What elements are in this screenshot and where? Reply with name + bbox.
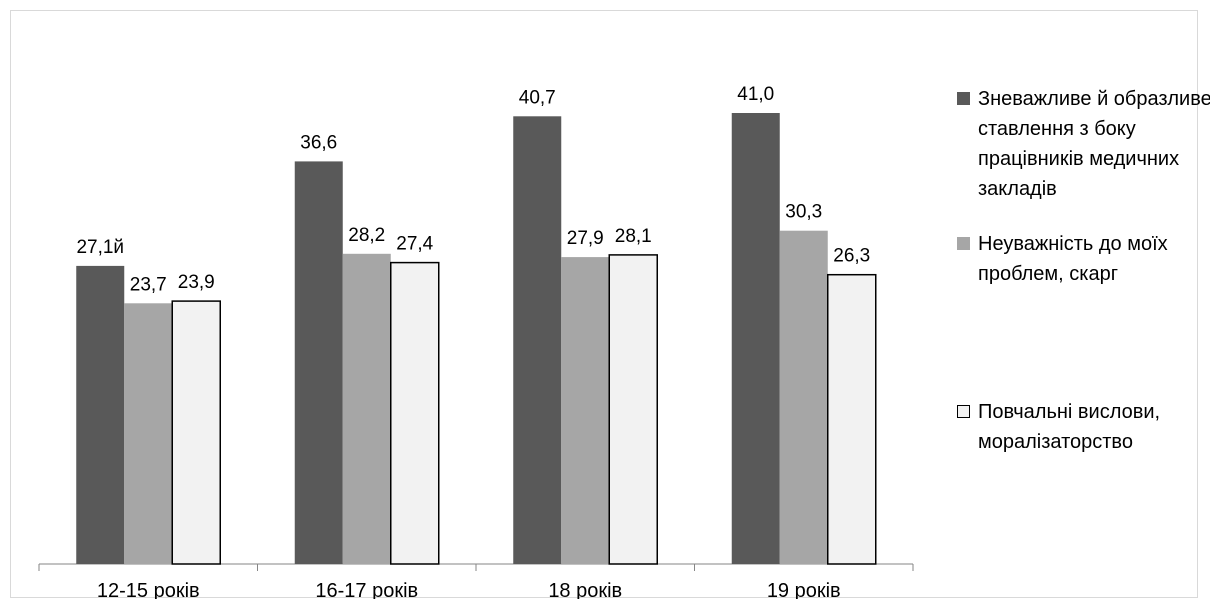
legend-swatch-1 — [957, 92, 970, 105]
data-label-series-3-4: 26,3 — [833, 246, 870, 267]
category-label-1: 12-15 років — [97, 580, 200, 599]
data-label-series-3-2: 27,4 — [396, 234, 433, 255]
category-label-2: 16-17 років — [315, 580, 418, 599]
bar-chart: 27,1й 23,7 23,9 12-15 років 36,6 28,2 27,4 16-1… — [38, 84, 914, 599]
data-label-series-3-3: 28,1 — [615, 226, 652, 247]
bar-series-1-4 — [731, 113, 780, 564]
bar-series-3-4 — [827, 273, 877, 565]
data-label-series-2-2: 28,2 — [348, 225, 385, 246]
legend-swatch-3 — [957, 405, 970, 418]
bar-series-1-3 — [513, 116, 562, 565]
legend-item-series-1: Зневажливе й образливе ставлення з боку … — [957, 84, 1210, 204]
bar-series-2-2 — [342, 253, 391, 565]
legend-item-series-2: Неуважність до моїх проблем, скарг — [957, 229, 1210, 289]
legend-swatch-2 — [957, 237, 970, 250]
bar-series-1-1 — [76, 265, 125, 564]
data-label-series-1-4: 41,0 — [737, 84, 774, 105]
legend-label-1: Зневажливе й образливе ставлення з боку … — [978, 88, 1210, 200]
category-label-4: 19 років — [767, 580, 841, 599]
bar-series-3-2 — [390, 261, 440, 565]
bar-series-2-3 — [561, 257, 610, 564]
data-label-series-3-1: 23,9 — [178, 272, 215, 293]
bar-series-2-1 — [124, 303, 173, 564]
data-label-series-2-1: 23,7 — [130, 274, 167, 295]
bar-series-2-4 — [779, 230, 828, 564]
legend-label-3: Повчальні вислови, моралізаторство — [978, 401, 1161, 453]
data-label-series-2-4: 30,3 — [785, 202, 822, 223]
data-label-series-1-1: 27,1й — [76, 237, 124, 258]
legend-item-series-3: Повчальні вислови, моралізаторство — [957, 397, 1210, 457]
data-label-series-1-2: 36,6 — [300, 132, 337, 153]
bar-series-3-1 — [171, 300, 221, 565]
category-label-3: 18 років — [548, 580, 622, 599]
bar-series-1-2 — [294, 161, 343, 564]
bar-series-3-3 — [608, 254, 658, 565]
chart-frame: 27,1й 23,7 23,9 12-15 років 36,6 28,2 27,4 16-1… — [10, 10, 1210, 599]
data-label-series-2-3: 27,9 — [567, 228, 604, 249]
legend-label-2: Неуважність до моїх проблем, скарг — [978, 233, 1168, 285]
data-label-series-1-3: 40,7 — [519, 87, 556, 108]
